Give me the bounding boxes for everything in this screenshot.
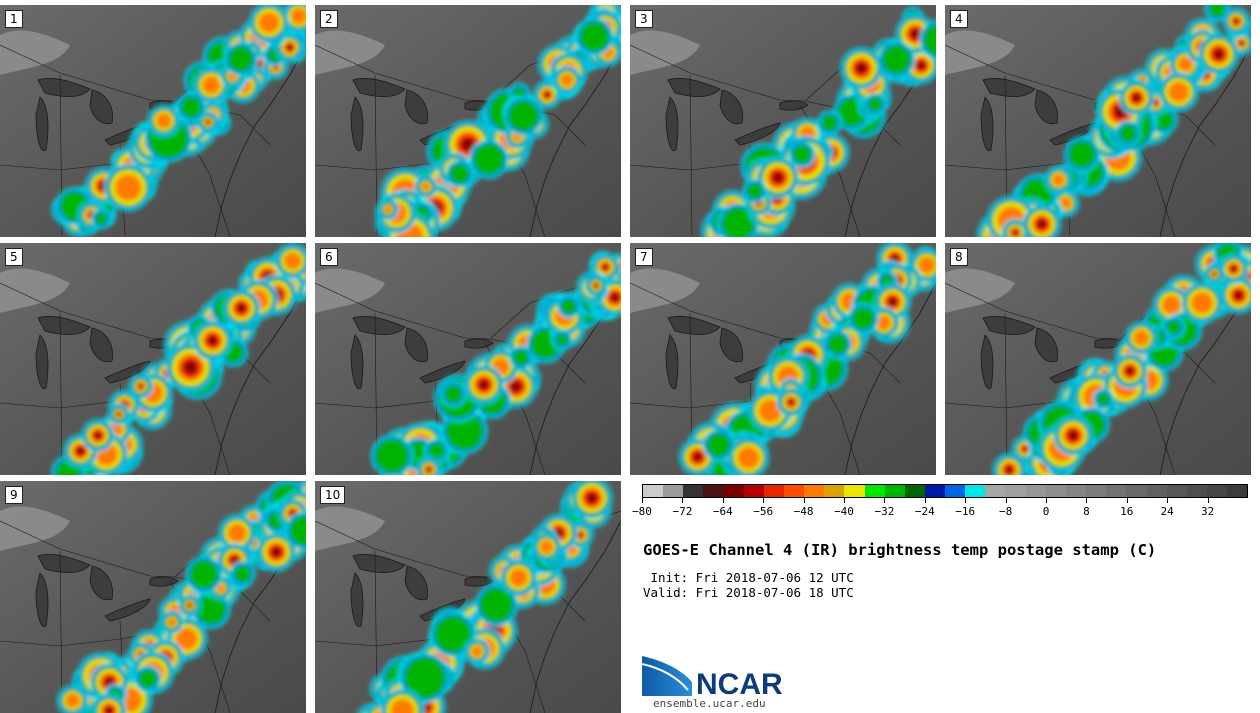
- colorbar-tick: [1167, 498, 1168, 503]
- ensemble-member-panel: 3: [630, 5, 936, 237]
- member-number-label: 6: [320, 248, 338, 266]
- satellite-ir-map: [945, 5, 1251, 237]
- colorbar-tick: [1046, 498, 1047, 503]
- ensemble-member-panel: 4: [945, 5, 1251, 237]
- colorbar-bin: [643, 485, 663, 497]
- colorbar-bin: [1207, 485, 1227, 497]
- colorbar-tick-label: 24: [1161, 505, 1174, 518]
- colorbar-tick: [884, 498, 885, 503]
- satellite-ir-map: [0, 5, 306, 237]
- colorbar-tick-label: 0: [1043, 505, 1050, 518]
- url-text: ensemble.ucar.edu: [653, 697, 766, 710]
- colorbar-tick: [965, 498, 966, 503]
- colorbar-tick-label: −56: [753, 505, 773, 518]
- satellite-ir-map: [315, 5, 621, 237]
- ensemble-member-panel: 6: [315, 243, 621, 475]
- colorbar-tick-label: −16: [955, 505, 975, 518]
- logo-text: NCAR: [696, 668, 783, 696]
- colorbar-bin: [703, 485, 723, 497]
- colorbar-tick: [1208, 498, 1209, 503]
- colorbar-bin: [1167, 485, 1187, 497]
- colorbar-tick: [1127, 498, 1128, 503]
- colorbar-bin: [824, 485, 844, 497]
- satellite-ir-map: [315, 243, 621, 475]
- ensemble-member-panel: 10: [315, 481, 621, 713]
- colorbar-bin: [663, 485, 683, 497]
- member-number-label: 5: [5, 248, 23, 266]
- colorbar-tick-label: 32: [1201, 505, 1214, 518]
- member-number-label: 4: [950, 10, 968, 28]
- colorbar-bin: [1126, 485, 1146, 497]
- colorbar-tick-label: −80: [632, 505, 652, 518]
- member-number-label: 1: [5, 10, 23, 28]
- member-number-label: 2: [320, 10, 338, 28]
- colorbar-tick-label: 16: [1120, 505, 1133, 518]
- colorbar-tick-label: −32: [874, 505, 894, 518]
- colorbar-bin: [844, 485, 864, 497]
- init-time: Init: Fri 2018-07-06 12 UTC: [643, 570, 854, 585]
- satellite-ir-map: [0, 243, 306, 475]
- colorbar-bin: [945, 485, 965, 497]
- satellite-ir-map: [945, 243, 1251, 475]
- ensemble-member-panel: 2: [315, 5, 621, 237]
- colorbar: [642, 484, 1248, 498]
- colorbar-bin: [764, 485, 784, 497]
- colorbar-bin: [1066, 485, 1086, 497]
- colorbar-bin: [1187, 485, 1207, 497]
- colorbar-bin: [925, 485, 945, 497]
- colorbar-bin: [744, 485, 764, 497]
- ensemble-member-panel: 8: [945, 243, 1251, 475]
- colorbar-bin: [1026, 485, 1046, 497]
- colorbar-tick-label: −48: [794, 505, 814, 518]
- ensemble-member-panel: 5: [0, 243, 306, 475]
- colorbar-tick-label: −8: [999, 505, 1012, 518]
- colorbar-tick: [763, 498, 764, 503]
- satellite-ir-map: [315, 481, 621, 713]
- colorbar-bin: [724, 485, 744, 497]
- colorbar-bin: [1106, 485, 1126, 497]
- colorbar-bin: [784, 485, 804, 497]
- colorbar-tick: [1086, 498, 1087, 503]
- colorbar-tick-label: −72: [672, 505, 692, 518]
- member-number-label: 9: [5, 486, 23, 504]
- satellite-ir-map: [0, 481, 306, 713]
- ensemble-member-panel: 9: [0, 481, 306, 713]
- colorbar-bin: [885, 485, 905, 497]
- colorbar-bin: [1227, 485, 1247, 497]
- colorbar-bin: [985, 485, 1005, 497]
- ensemble-member-panel: 1: [0, 5, 306, 237]
- colorbar-tick-label: −24: [915, 505, 935, 518]
- colorbar-tick: [642, 498, 643, 503]
- colorbar-bin: [905, 485, 925, 497]
- figure-title: GOES-E Channel 4 (IR) brightness temp po…: [643, 541, 1156, 559]
- member-number-label: 10: [320, 486, 345, 504]
- colorbar-tick-label: −64: [713, 505, 733, 518]
- colorbar-bin: [683, 485, 703, 497]
- colorbar-tick: [1006, 498, 1007, 503]
- colorbar-tick: [804, 498, 805, 503]
- satellite-ir-map: [630, 243, 936, 475]
- colorbar-tick: [682, 498, 683, 503]
- colorbar-bin: [865, 485, 885, 497]
- colorbar-tick: [723, 498, 724, 503]
- valid-time: Valid: Fri 2018-07-06 18 UTC: [643, 585, 854, 600]
- member-number-label: 7: [635, 248, 653, 266]
- colorbar-tick: [925, 498, 926, 503]
- colorbar-bin: [1147, 485, 1167, 497]
- member-number-label: 3: [635, 10, 653, 28]
- colorbar-tick: [844, 498, 845, 503]
- satellite-ir-map: [630, 5, 936, 237]
- colorbar-bin: [1006, 485, 1026, 497]
- colorbar-tick-label: 8: [1083, 505, 1090, 518]
- ncar-logo: NCAR: [642, 656, 792, 696]
- colorbar-bin: [804, 485, 824, 497]
- colorbar-bin: [965, 485, 985, 497]
- colorbar-tick-label: −40: [834, 505, 854, 518]
- colorbar-bin: [1046, 485, 1066, 497]
- ensemble-member-panel: 7: [630, 243, 936, 475]
- member-number-label: 8: [950, 248, 968, 266]
- colorbar-bin: [1086, 485, 1106, 497]
